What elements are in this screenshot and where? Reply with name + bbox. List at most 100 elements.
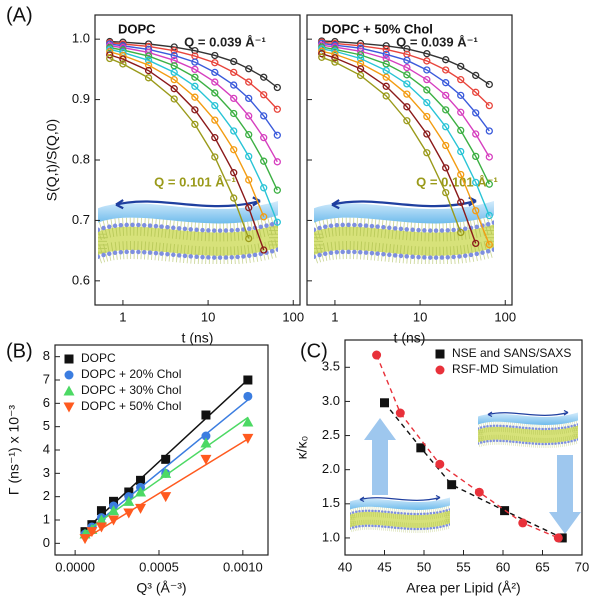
marker xyxy=(230,68,238,77)
marker xyxy=(485,80,493,89)
marker xyxy=(191,120,199,129)
series-line xyxy=(375,354,559,539)
marker xyxy=(230,127,238,135)
y-tick-label: 1.5 xyxy=(322,495,340,510)
marker xyxy=(119,60,127,68)
legend-label: DOPC + 20% Chol xyxy=(81,367,181,381)
marker xyxy=(457,62,465,71)
marker xyxy=(170,51,178,60)
series-line xyxy=(321,41,490,107)
annotation: Q = 0.101 Å⁻¹ xyxy=(154,174,236,189)
marker xyxy=(191,73,199,81)
annotation: Q = 0.039 Å⁻¹ xyxy=(396,34,478,49)
marker xyxy=(382,73,390,81)
marker xyxy=(160,467,172,478)
marker xyxy=(211,89,219,97)
marker xyxy=(423,149,431,157)
marker xyxy=(457,170,465,179)
y-tick-label: 0.6 xyxy=(72,272,90,287)
x-tick-label: 50 xyxy=(417,559,431,574)
marker xyxy=(403,56,411,64)
y-tick-label: 8 xyxy=(43,348,50,363)
marker xyxy=(95,522,107,533)
marker xyxy=(260,73,268,81)
panel-label: (A) xyxy=(6,4,33,26)
marker xyxy=(230,194,238,202)
marker xyxy=(211,116,219,124)
marker xyxy=(356,71,365,80)
y-tick-label: 3 xyxy=(43,465,50,480)
marker xyxy=(403,103,411,111)
marker xyxy=(457,75,465,84)
marker xyxy=(243,391,253,401)
legend-label: DOPC xyxy=(81,351,116,365)
marker xyxy=(191,82,199,90)
marker xyxy=(96,506,106,516)
marker xyxy=(260,184,268,192)
marker xyxy=(273,105,281,113)
marker xyxy=(242,416,254,427)
series-line xyxy=(109,42,278,110)
marker xyxy=(423,130,431,138)
series-line xyxy=(109,40,278,89)
marker xyxy=(485,180,493,188)
series-line xyxy=(109,51,265,218)
marker xyxy=(474,487,484,497)
marker xyxy=(106,54,114,63)
series-line xyxy=(321,44,490,158)
marker xyxy=(472,239,480,248)
x-tick-label: 45 xyxy=(377,559,391,574)
marker xyxy=(260,246,268,254)
marker xyxy=(95,514,107,525)
marker xyxy=(423,57,431,65)
x-tick-label: 1 xyxy=(331,309,338,324)
marker xyxy=(485,127,493,135)
marker xyxy=(243,375,253,385)
marker xyxy=(108,505,120,516)
y-tick-label: 3.0 xyxy=(322,393,340,408)
marker xyxy=(447,480,457,490)
marker xyxy=(201,431,211,441)
series-line xyxy=(109,43,278,136)
x-axis-label: t (ns) xyxy=(182,330,214,346)
marker xyxy=(144,66,153,75)
legend-marker xyxy=(435,365,445,375)
marker xyxy=(273,131,281,139)
marker xyxy=(119,55,127,63)
marker xyxy=(442,106,450,114)
marker xyxy=(403,90,411,98)
marker xyxy=(245,65,253,73)
marker xyxy=(191,106,199,114)
marker xyxy=(423,66,431,74)
marker xyxy=(318,53,326,61)
marker xyxy=(230,81,238,89)
x-tick-label: 55 xyxy=(456,559,470,574)
marker xyxy=(457,147,465,156)
y-tick-label: 6 xyxy=(43,395,50,410)
legend-label: DOPC + 50% Chol xyxy=(81,399,181,413)
marker xyxy=(245,94,253,103)
x-tick-label: 10 xyxy=(413,309,427,324)
marker xyxy=(485,211,493,220)
marker xyxy=(457,126,465,135)
y-axis-label: Γ (ns⁻¹) x 10⁻³ xyxy=(6,405,22,496)
marker xyxy=(144,74,153,82)
x-tick-label: 40 xyxy=(338,559,352,574)
series-line xyxy=(109,57,250,239)
legend-marker xyxy=(64,354,74,364)
marker xyxy=(273,83,281,92)
marker xyxy=(245,234,253,243)
series-line xyxy=(383,402,563,539)
marker xyxy=(260,91,268,99)
marker xyxy=(423,86,431,94)
marker xyxy=(245,130,253,139)
legend-marker xyxy=(64,370,74,380)
y-tick-label: 0.7 xyxy=(72,212,90,227)
marker xyxy=(86,527,98,538)
marker xyxy=(318,50,326,58)
marker xyxy=(135,486,147,497)
marker xyxy=(395,408,405,418)
marker xyxy=(170,75,178,84)
legend-marker xyxy=(63,402,75,413)
series-line xyxy=(321,42,490,132)
